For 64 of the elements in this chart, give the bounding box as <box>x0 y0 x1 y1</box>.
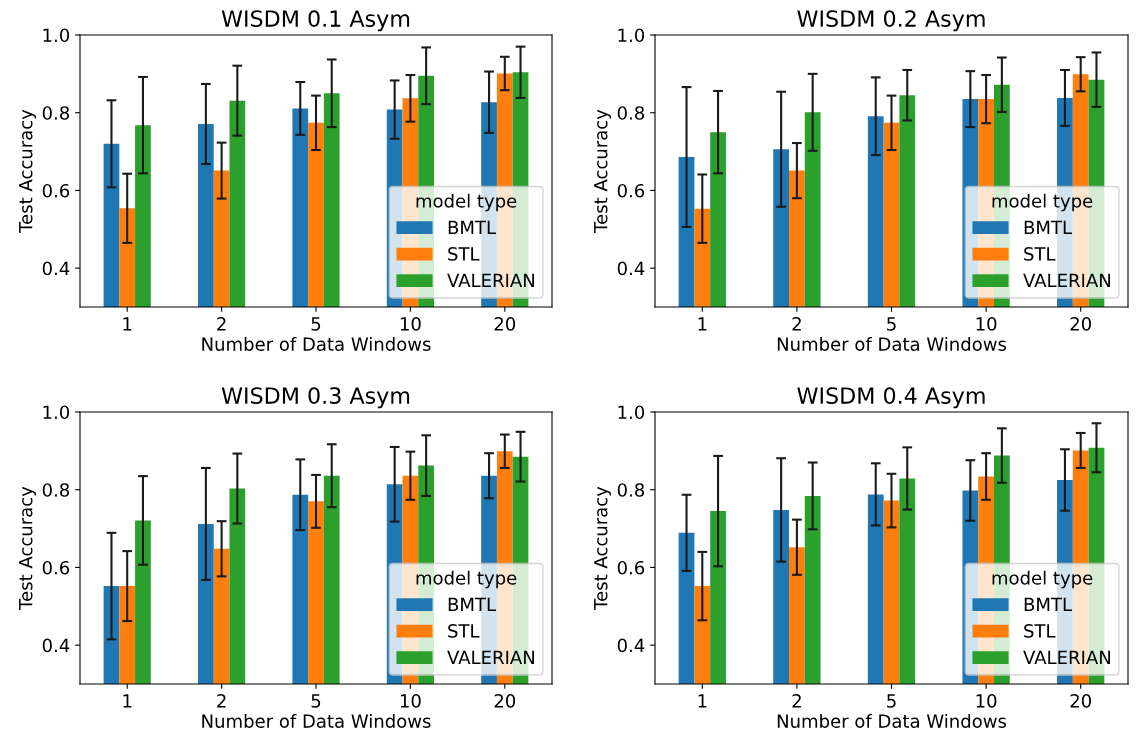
y-tick-label: 1.0 <box>43 405 70 420</box>
legend-label: STL <box>448 624 480 638</box>
y-tick-label: 0.8 <box>42 106 70 120</box>
y-tick-label: 0.6 <box>617 560 645 575</box>
x-axis-title: Number of Data Windows <box>777 713 1007 728</box>
legend-title: model type <box>992 193 1093 212</box>
x-tick-label: 10 <box>976 317 997 331</box>
legend-label: STL <box>1024 624 1056 638</box>
y-tick-label: 0.4 <box>617 638 645 653</box>
x-tick-label: 20 <box>1070 694 1091 708</box>
y-axis-title: Test Accuracy <box>19 109 37 233</box>
x-tick-label: 2 <box>217 317 226 331</box>
x-tick-label: 2 <box>792 694 801 708</box>
legend-label: BMTL <box>1024 597 1072 611</box>
y-tick-label: 1.0 <box>618 405 645 420</box>
y-tick-label: 0.4 <box>42 261 70 276</box>
y-tick-label: 0.8 <box>617 106 645 120</box>
x-tick-label: 1 <box>123 317 132 331</box>
x-tick-label: 20 <box>494 317 516 331</box>
legend-label: BMTL <box>1024 220 1072 234</box>
y-tick-label: 0.8 <box>617 483 645 497</box>
x-tick-label: 5 <box>887 317 896 331</box>
legend-title: model type <box>416 570 517 589</box>
legend-title: model type <box>992 570 1093 589</box>
chart-title: WISDM 0.2 Asym <box>797 10 985 32</box>
y-tick-label: 0.6 <box>42 183 70 198</box>
chart-title: WISDM 0.3 Asym <box>221 387 410 409</box>
x-tick-label: 1 <box>123 694 132 708</box>
legend-label: STL <box>1024 247 1056 261</box>
x-tick-label: 1 <box>698 317 707 331</box>
x-tick-label: 10 <box>400 317 421 331</box>
y-tick-label: 0.4 <box>42 638 70 653</box>
x-tick-label: 10 <box>400 694 421 708</box>
chart-title: WISDM 0.4 Asym <box>797 387 985 409</box>
x-axis-title: Number of Data Windows <box>777 336 1007 351</box>
legend-label: VALERIAN <box>1023 273 1110 287</box>
y-tick-label: 1.0 <box>43 28 70 43</box>
y-tick-label: 0.8 <box>42 483 70 497</box>
legend-label: BMTL <box>448 220 496 234</box>
x-axis-title: Number of Data Windows <box>202 713 431 728</box>
legend-label: BMTL <box>448 597 496 611</box>
legend-label: VALERIAN <box>447 273 534 287</box>
y-tick-label: 1.0 <box>618 28 645 43</box>
y-tick-label: 0.6 <box>617 183 645 198</box>
legend-label: VALERIAN <box>447 650 534 664</box>
x-axis-title: Number of Data Windows <box>202 336 431 351</box>
x-tick-label: 2 <box>217 694 226 708</box>
y-axis-title: Test Accuracy <box>19 486 37 610</box>
y-tick-label: 0.4 <box>617 261 645 276</box>
x-tick-label: 20 <box>494 694 516 708</box>
legend-label: VALERIAN <box>1023 650 1110 664</box>
legend-label: STL <box>448 247 480 261</box>
x-tick-label: 2 <box>792 317 801 331</box>
y-axis-title: Test Accuracy <box>594 109 612 233</box>
y-tick-label: 0.6 <box>42 560 70 575</box>
x-tick-label: 20 <box>1070 317 1091 331</box>
x-tick-label: 5 <box>311 694 321 708</box>
x-tick-label: 5 <box>311 317 321 331</box>
x-tick-label: 10 <box>976 694 997 708</box>
y-axis-title: Test Accuracy <box>594 486 612 610</box>
x-tick-label: 5 <box>887 694 896 708</box>
legend-title: model type <box>416 193 517 212</box>
chart-title: WISDM 0.1 Asym <box>221 10 410 32</box>
x-tick-label: 1 <box>698 694 707 708</box>
